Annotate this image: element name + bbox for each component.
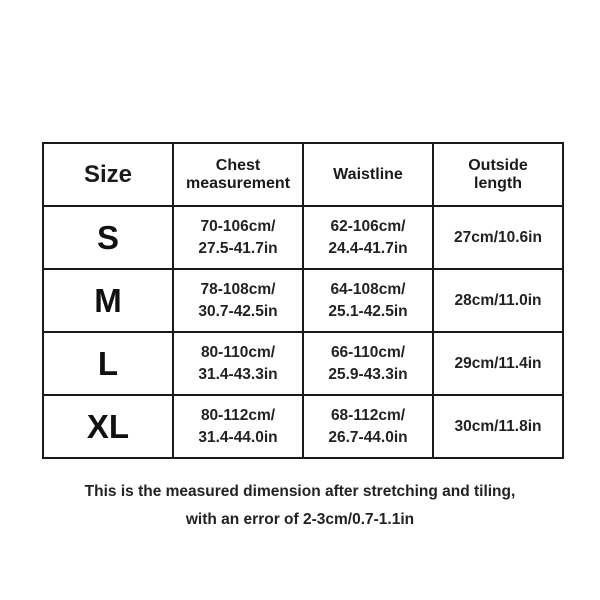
note-line-2: with an error of 2-3cm/0.7-1.1in xyxy=(185,511,415,528)
chest-cm: 70-106cm/ xyxy=(200,217,276,235)
size-chart-table: Size Chest measurement Waistline Outside… xyxy=(42,142,564,459)
table-row: XL 80-112cm/31.4-44.0in 68-112cm/26.7-44.0… xyxy=(42,394,564,459)
header-chest-line1: Chest xyxy=(215,156,261,174)
chest-cm: 78-108cm/ xyxy=(200,280,276,298)
header-length-line2: length xyxy=(474,174,522,192)
waist-cell: 66-110cm/25.9-43.3in xyxy=(302,331,434,396)
waist-in: 24.4-41.7in xyxy=(328,239,408,257)
size-cell: M xyxy=(42,268,174,333)
waist-cm: 62-106cm/ xyxy=(330,217,406,235)
chest-cm: 80-110cm/ xyxy=(200,343,276,361)
length-cell: 27cm/10.6in xyxy=(432,205,564,270)
waist-cell: 62-106cm/24.4-41.7in xyxy=(302,205,434,270)
note-line-1: This is the measured dimension after str… xyxy=(84,483,516,500)
table-row: S 70-106cm/27.5-41.7in 62-106cm/24.4-41.7i… xyxy=(42,205,564,270)
header-row: Size Chest measurement Waistline Outside… xyxy=(42,142,564,207)
chest-in: 31.4-43.3in xyxy=(198,365,278,383)
waist-in: 25.1-42.5in xyxy=(328,302,408,320)
length-cell: 28cm/11.0in xyxy=(432,268,564,333)
length-cell: 30cm/11.8in xyxy=(432,394,564,459)
measurement-note: This is the measured dimension after str… xyxy=(0,478,600,534)
waist-cm: 64-108cm/ xyxy=(330,280,406,298)
chest-cell: 78-108cm/30.7-42.5in xyxy=(172,268,304,333)
chest-in: 27.5-41.7in xyxy=(198,239,278,257)
table-row: M 78-108cm/30.7-42.5in 64-108cm/25.1-42.5i… xyxy=(42,268,564,333)
waist-cm: 68-112cm/ xyxy=(330,406,406,424)
waist-in: 25.9-43.3in xyxy=(328,365,408,383)
header-length-line1: Outside xyxy=(468,156,528,174)
waist-in: 26.7-44.0in xyxy=(328,428,408,446)
header-chest-line2: measurement xyxy=(185,174,291,192)
size-cell: XL xyxy=(42,394,174,459)
table-row: L 80-110cm/31.4-43.3in 66-110cm/25.9-43.3i… xyxy=(42,331,564,396)
chest-cell: 70-106cm/27.5-41.7in xyxy=(172,205,304,270)
chest-cell: 80-110cm/31.4-43.3in xyxy=(172,331,304,396)
length-cell: 29cm/11.4in xyxy=(432,331,564,396)
header-waistline: Waistline xyxy=(302,142,434,207)
size-cell: S xyxy=(42,205,174,270)
header-size: Size xyxy=(42,142,174,207)
waist-cell: 68-112cm/26.7-44.0in xyxy=(302,394,434,459)
size-cell: L xyxy=(42,331,174,396)
waist-cell: 64-108cm/25.1-42.5in xyxy=(302,268,434,333)
waist-cm: 66-110cm/ xyxy=(330,343,406,361)
chest-in: 31.4-44.0in xyxy=(198,428,278,446)
chest-cell: 80-112cm/31.4-44.0in xyxy=(172,394,304,459)
header-outside-length: Outside length xyxy=(432,142,564,207)
chest-cm: 80-112cm/ xyxy=(200,406,276,424)
header-chest: Chest measurement xyxy=(172,142,304,207)
chest-in: 30.7-42.5in xyxy=(198,302,278,320)
